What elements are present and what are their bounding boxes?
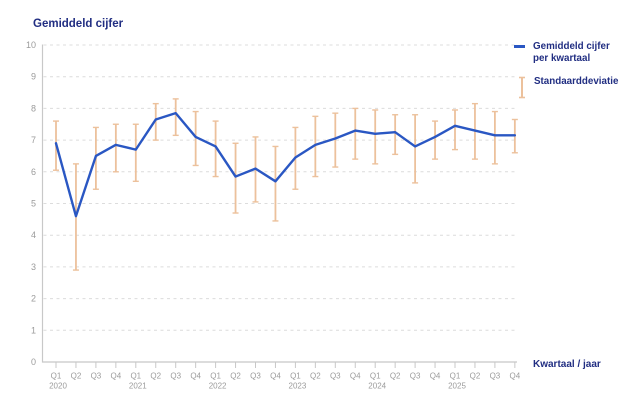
legend-item-sd: Standaarddeviatie xyxy=(514,76,624,99)
x-tick-label: Q4 xyxy=(350,372,361,381)
chart-title: Gemiddeld cijfer xyxy=(33,18,124,30)
y-tick-label: 6 xyxy=(31,167,36,177)
year-label: 2024 xyxy=(368,382,386,391)
error-bar xyxy=(212,120,219,178)
x-tick-label: Q4 xyxy=(510,372,521,381)
x-tick-label: Q2 xyxy=(230,372,241,381)
x-tick-label: Q1 xyxy=(290,372,301,381)
error-bar xyxy=(112,123,119,173)
error-bar xyxy=(432,120,439,160)
error-bar xyxy=(332,112,339,168)
error-bar xyxy=(152,102,159,141)
y-tick-label: 9 xyxy=(31,72,36,82)
line-series-icon xyxy=(514,45,525,48)
error-bar xyxy=(232,142,239,214)
error-bar xyxy=(172,98,179,137)
y-gridlines xyxy=(43,44,516,331)
error-bar xyxy=(412,114,419,184)
legend-series-label: Gemiddeld cijfer per kwartaal xyxy=(533,41,610,64)
x-tick-label: Q2 xyxy=(310,372,321,381)
error-bar xyxy=(312,115,319,178)
x-axis-title: Kwartaal / jaar xyxy=(533,359,601,370)
x-tick-label: Q2 xyxy=(71,372,82,381)
x-tick-label: Q2 xyxy=(390,372,401,381)
x-tick-label: Q4 xyxy=(430,372,441,381)
x-tick-label: Q1 xyxy=(450,372,461,381)
legend-sd-label: Standaarddeviatie xyxy=(534,76,619,87)
error-bar-icon xyxy=(519,76,525,99)
error-bar xyxy=(392,114,399,156)
x-tick-label: Q1 xyxy=(210,372,221,381)
y-tick-label: 5 xyxy=(31,199,36,209)
y-tick-label: 10 xyxy=(26,40,36,50)
legend-item-series: Gemiddeld cijfer per kwartaal xyxy=(514,41,624,65)
error-bar xyxy=(132,123,139,183)
data-line xyxy=(54,111,517,218)
error-bar xyxy=(491,110,498,165)
x-tick-label: Q1 xyxy=(51,372,62,381)
x-tick-label: Q1 xyxy=(130,372,141,381)
x-tick-label: Q4 xyxy=(190,372,201,381)
y-tick-labels: 0 1 2 3 4 5 6 7 8 9 10 xyxy=(26,40,36,367)
x-tick-label: Q3 xyxy=(410,372,421,381)
x-tick-label: Q4 xyxy=(111,372,122,381)
legend: Gemiddeld cijfer per kwartaal Standaardd… xyxy=(514,41,624,110)
x-tick-label: Q3 xyxy=(490,372,501,381)
error-bar xyxy=(272,145,279,222)
error-bar xyxy=(192,110,199,167)
year-label: 2022 xyxy=(209,382,227,391)
x-ticks xyxy=(55,362,516,368)
x-tick-label: Q1 xyxy=(370,372,381,381)
error-bar xyxy=(452,109,458,151)
x-tick-label: Q3 xyxy=(250,372,261,381)
error-bar xyxy=(352,107,359,160)
axis-lines xyxy=(41,44,517,363)
y-tick-label: 0 xyxy=(31,357,36,367)
y-tick-label: 4 xyxy=(31,230,36,240)
error-bar xyxy=(372,109,379,165)
year-label: 2021 xyxy=(129,382,147,391)
x-tick-label: Q3 xyxy=(170,372,181,381)
y-tick-label: 7 xyxy=(31,135,36,145)
y-tick-label: 1 xyxy=(31,325,36,335)
x-tick-label: Q2 xyxy=(150,372,161,381)
year-label: 2020 xyxy=(49,382,67,391)
x-tick-label: Q3 xyxy=(330,372,341,381)
y-tick-label: 3 xyxy=(31,262,36,272)
year-label: 2023 xyxy=(289,382,307,391)
year-label: 2025 xyxy=(448,382,466,391)
y-tick-label: 2 xyxy=(31,294,36,304)
error-bars xyxy=(53,98,518,271)
x-tick-label: Q4 xyxy=(270,372,281,381)
y-tick-label: 8 xyxy=(31,103,36,113)
x-tick-label: Q2 xyxy=(470,372,481,381)
x-tick-label: Q3 xyxy=(91,372,102,381)
